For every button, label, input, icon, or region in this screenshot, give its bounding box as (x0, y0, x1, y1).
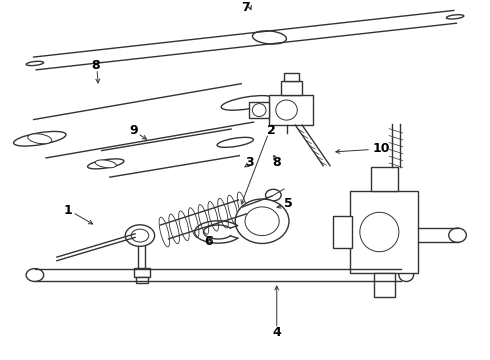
Ellipse shape (217, 138, 253, 147)
Ellipse shape (399, 269, 414, 282)
Bar (281, 81, 302, 95)
Text: 7: 7 (241, 1, 249, 14)
Bar (136, 277, 148, 283)
Ellipse shape (26, 269, 44, 282)
Ellipse shape (218, 198, 228, 228)
Text: 3: 3 (245, 156, 254, 168)
Ellipse shape (446, 15, 464, 19)
Ellipse shape (179, 211, 189, 240)
Text: 10: 10 (373, 142, 391, 155)
Ellipse shape (131, 229, 149, 242)
Ellipse shape (227, 195, 238, 225)
Bar (270, 95, 314, 125)
Text: 4: 4 (272, 326, 281, 339)
Text: 6: 6 (204, 235, 213, 248)
Ellipse shape (189, 208, 199, 238)
Bar (284, 73, 299, 81)
Text: 1: 1 (64, 204, 73, 217)
Text: 5: 5 (284, 197, 293, 210)
Text: 2: 2 (268, 124, 276, 137)
Ellipse shape (14, 131, 66, 146)
Ellipse shape (28, 134, 52, 144)
Ellipse shape (252, 104, 266, 117)
Ellipse shape (276, 100, 297, 120)
Ellipse shape (237, 192, 248, 222)
Ellipse shape (125, 225, 155, 246)
Bar (249, 102, 270, 118)
Ellipse shape (449, 228, 466, 242)
Ellipse shape (221, 95, 274, 110)
Bar (373, 273, 395, 297)
Bar (370, 167, 398, 191)
Ellipse shape (198, 204, 209, 234)
Ellipse shape (235, 199, 289, 243)
Ellipse shape (159, 217, 170, 247)
Bar (333, 216, 351, 248)
Ellipse shape (95, 160, 116, 168)
Bar (134, 268, 150, 277)
Ellipse shape (26, 61, 44, 66)
Ellipse shape (88, 159, 124, 169)
Text: 8: 8 (272, 156, 281, 169)
Ellipse shape (169, 214, 179, 244)
Text: 8: 8 (92, 59, 100, 72)
Ellipse shape (208, 202, 219, 231)
Ellipse shape (252, 31, 287, 44)
Bar (350, 191, 418, 273)
Text: 9: 9 (129, 124, 138, 137)
Ellipse shape (360, 212, 399, 252)
Ellipse shape (245, 207, 279, 235)
Ellipse shape (266, 189, 281, 201)
